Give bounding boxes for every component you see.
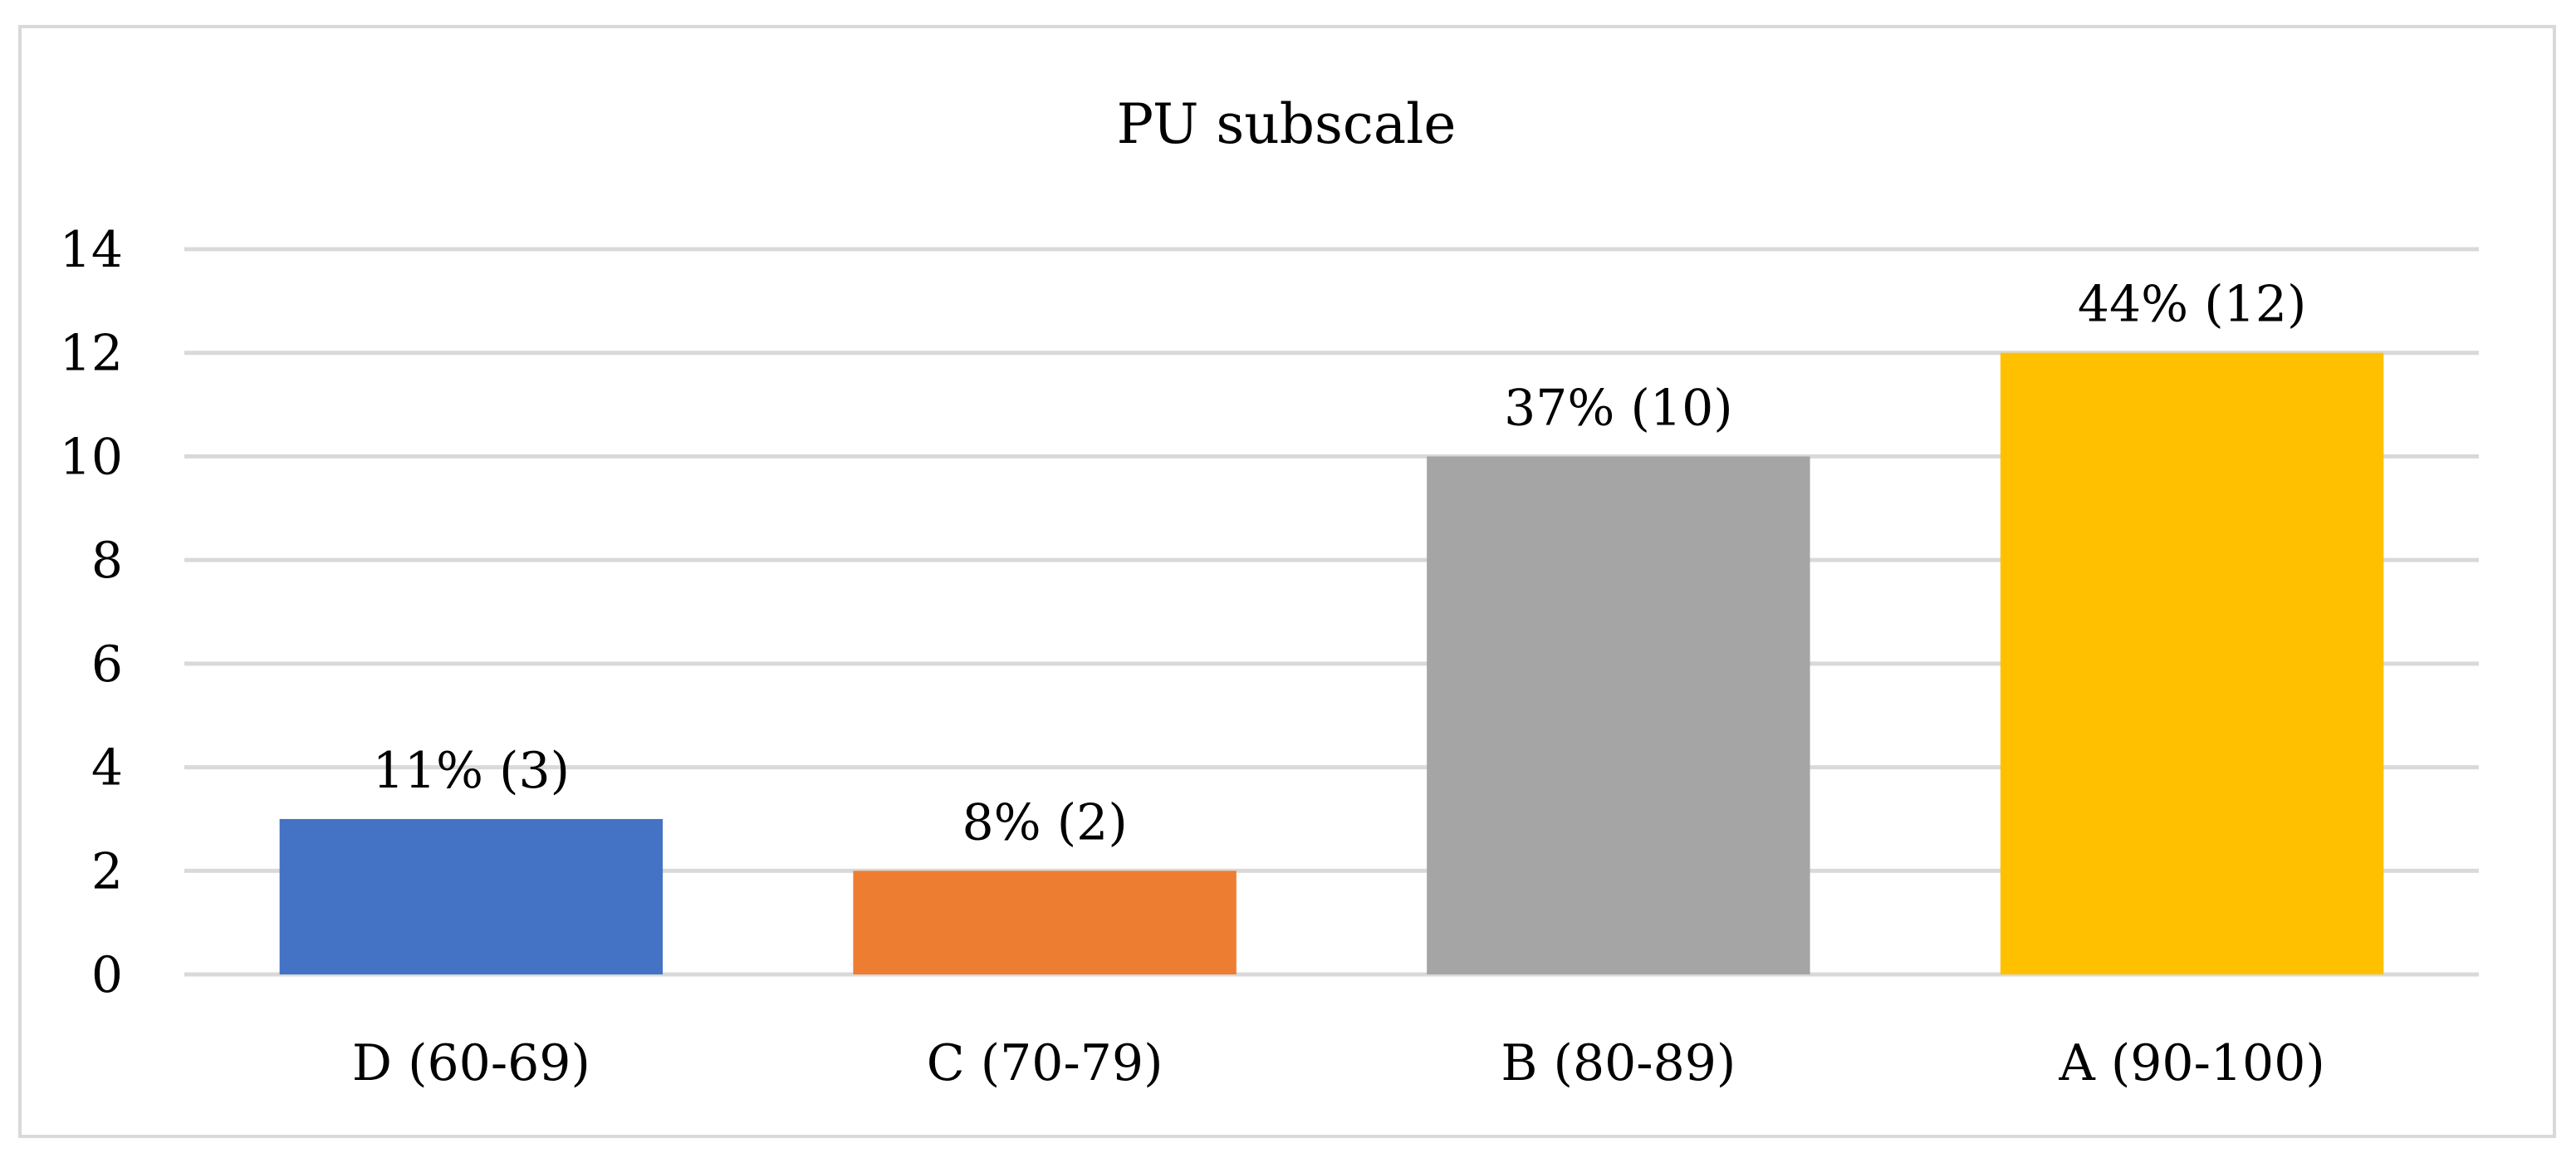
y-tick-label: 8 — [91, 532, 123, 590]
x-tick-label: B (80-89) — [1501, 1034, 1736, 1092]
data-label: 44% (12) — [2078, 276, 2307, 334]
data-label: 8% (2) — [962, 793, 1128, 851]
data-label: 11% (3) — [373, 742, 570, 800]
x-axis-ticks: D (60-69) C (70-79) B (80-89) A (90-100) — [352, 1034, 2325, 1092]
x-tick-label: C (70-79) — [927, 1034, 1163, 1092]
chart-title: PU subscale — [1117, 92, 1457, 156]
bar-d — [279, 818, 664, 974]
y-tick-label: 6 — [91, 635, 123, 694]
y-tick-label: 0 — [91, 946, 123, 1004]
bar-b — [1427, 456, 1810, 974]
y-tick-label: 14 — [60, 221, 123, 279]
y-tick-label: 2 — [91, 842, 123, 900]
y-tick-label: 12 — [60, 325, 123, 383]
y-tick-label: 10 — [60, 428, 123, 486]
bars — [279, 352, 2384, 974]
y-tick-label: 4 — [91, 739, 123, 797]
bar-c — [853, 871, 1237, 974]
x-tick-label: D (60-69) — [352, 1034, 590, 1092]
x-tick-label: A (90-100) — [2058, 1034, 2324, 1092]
data-label: 37% (10) — [1504, 379, 1733, 437]
data-labels: 11% (3) 8% (2) 37% (10) 44% (12) — [373, 276, 2307, 852]
y-axis-ticks: 0 2 4 6 8 10 12 14 — [60, 221, 123, 1004]
bar-a — [2000, 352, 2384, 974]
